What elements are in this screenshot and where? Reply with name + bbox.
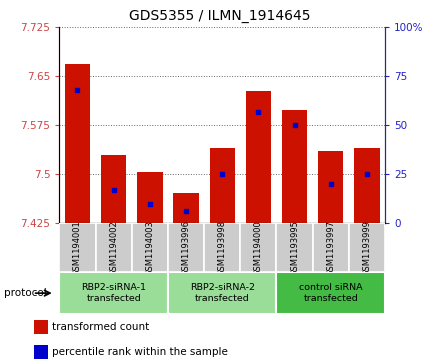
- Bar: [59, 223, 95, 272]
- Bar: [168, 272, 276, 314]
- Text: GSM1194003: GSM1194003: [145, 220, 154, 276]
- Text: RBP2-siRNA-2
transfected: RBP2-siRNA-2 transfected: [190, 284, 255, 303]
- Bar: [132, 223, 168, 272]
- Bar: [313, 223, 349, 272]
- Bar: [354, 148, 380, 223]
- Bar: [240, 223, 276, 272]
- Bar: [168, 223, 204, 272]
- Text: GSM1194001: GSM1194001: [73, 220, 82, 276]
- Text: GSM1194002: GSM1194002: [109, 220, 118, 276]
- Bar: [173, 192, 199, 223]
- Bar: [282, 110, 307, 223]
- Bar: [318, 151, 343, 223]
- Bar: [34, 319, 48, 334]
- Bar: [204, 223, 240, 272]
- Text: protocol: protocol: [4, 288, 47, 298]
- Text: GSM1194000: GSM1194000: [254, 220, 263, 276]
- Bar: [209, 148, 235, 223]
- Bar: [34, 345, 48, 359]
- Bar: [349, 223, 385, 272]
- Text: GSM1193999: GSM1193999: [363, 220, 371, 276]
- Bar: [59, 272, 168, 314]
- Bar: [65, 65, 90, 223]
- Text: transformed count: transformed count: [52, 322, 150, 332]
- Text: RBP2-siRNA-1
transfected: RBP2-siRNA-1 transfected: [81, 284, 146, 303]
- Bar: [276, 272, 385, 314]
- Text: GSM1193998: GSM1193998: [218, 220, 227, 276]
- Bar: [95, 223, 132, 272]
- Text: control siRNA
transfected: control siRNA transfected: [299, 284, 363, 303]
- Text: GSM1193996: GSM1193996: [182, 220, 191, 276]
- Text: GDS5355 / ILMN_1914645: GDS5355 / ILMN_1914645: [129, 9, 311, 23]
- Bar: [276, 223, 313, 272]
- Text: GSM1193995: GSM1193995: [290, 220, 299, 276]
- Bar: [246, 91, 271, 223]
- Bar: [101, 155, 126, 223]
- Bar: [137, 172, 162, 223]
- Text: percentile rank within the sample: percentile rank within the sample: [52, 347, 228, 357]
- Text: GSM1193997: GSM1193997: [326, 220, 335, 276]
